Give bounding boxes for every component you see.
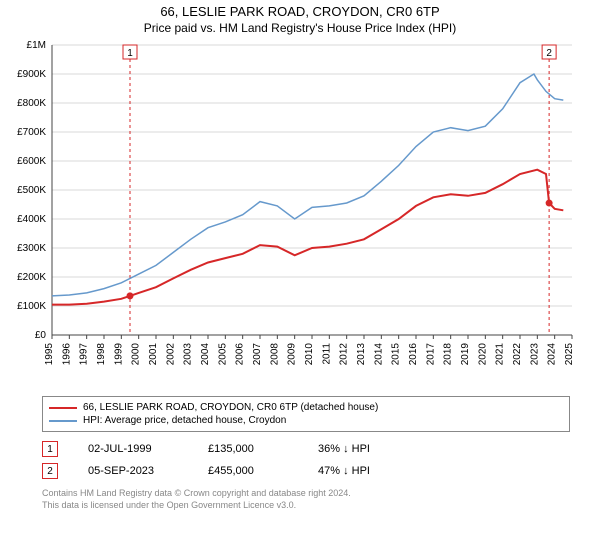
svg-text:2025: 2025 [564,343,575,366]
svg-text:£400K: £400K [17,214,46,225]
transaction-row: 1 02-JUL-1999 £135,000 36% ↓ HPI [42,438,570,460]
svg-text:2006: 2006 [235,343,246,366]
svg-text:1997: 1997 [79,343,90,366]
transaction-marker: 2 [42,463,58,479]
svg-text:2020: 2020 [477,343,488,366]
svg-text:2013: 2013 [356,343,367,366]
svg-text:£1M: £1M [27,40,46,51]
svg-text:£600K: £600K [17,156,46,167]
svg-text:£200K: £200K [17,272,46,283]
svg-text:2007: 2007 [252,343,263,366]
svg-text:£500K: £500K [17,185,46,196]
svg-text:1996: 1996 [61,343,72,366]
legend-item: HPI: Average price, detached house, Croy… [49,414,563,427]
svg-text:2000: 2000 [131,343,142,366]
footer-line1: Contains HM Land Registry data © Crown c… [42,488,570,500]
title-address: 66, LESLIE PARK ROAD, CROYDON, CR0 6TP [0,4,600,19]
svg-text:2002: 2002 [165,343,176,366]
svg-text:2001: 2001 [148,343,159,366]
legend-label: 66, LESLIE PARK ROAD, CROYDON, CR0 6TP (… [83,402,378,413]
transaction-date: 02-JUL-1999 [88,443,178,455]
svg-text:2008: 2008 [269,343,280,366]
svg-text:£700K: £700K [17,127,46,138]
svg-text:£0: £0 [35,330,47,341]
legend-label: HPI: Average price, detached house, Croy… [83,415,286,426]
svg-text:2010: 2010 [304,343,315,366]
svg-text:2009: 2009 [287,343,298,366]
legend-item: 66, LESLIE PARK ROAD, CROYDON, CR0 6TP (… [49,401,563,414]
transactions-table: 1 02-JUL-1999 £135,000 36% ↓ HPI 2 05-SEP-202… [42,438,570,482]
transaction-price: £135,000 [208,443,288,455]
svg-text:1995: 1995 [44,343,55,366]
transaction-pct: 47% ↓ HPI [318,465,408,477]
svg-text:2015: 2015 [391,343,402,366]
transaction-price: £455,000 [208,465,288,477]
svg-text:2004: 2004 [200,343,211,366]
svg-text:2005: 2005 [217,343,228,366]
transaction-row: 2 05-SEP-2023 £455,000 47% ↓ HPI [42,460,570,482]
svg-text:2012: 2012 [339,343,350,366]
svg-text:£300K: £300K [17,243,46,254]
svg-text:2017: 2017 [425,343,436,366]
svg-text:2019: 2019 [460,343,471,366]
transaction-date: 05-SEP-2023 [88,465,178,477]
svg-text:2014: 2014 [373,343,384,366]
svg-text:2016: 2016 [408,343,419,366]
svg-text:2011: 2011 [321,343,332,365]
chart-container: 66, LESLIE PARK ROAD, CROYDON, CR0 6TP P… [0,0,600,560]
svg-text:2023: 2023 [529,343,540,366]
svg-text:2024: 2024 [547,343,558,366]
svg-text:2021: 2021 [495,343,506,366]
svg-text:£800K: £800K [17,98,46,109]
price-chart: £0 £100K £200K £300K £400K £500K £600K £700K £80… [0,35,600,390]
legend-swatch [49,407,77,409]
transaction-pct: 36% ↓ HPI [318,443,408,455]
transaction-marker: 1 [42,441,58,457]
title-subtitle: Price paid vs. HM Land Registry's House … [0,21,600,35]
footer-line2: This data is licensed under the Open Gov… [42,500,570,512]
legend-swatch [49,420,77,422]
title-block: 66, LESLIE PARK ROAD, CROYDON, CR0 6TP P… [0,0,600,35]
svg-text:1999: 1999 [113,343,124,366]
svg-text:2: 2 [546,48,552,59]
svg-text:1998: 1998 [96,343,107,366]
svg-text:2018: 2018 [443,343,454,366]
svg-text:2022: 2022 [512,343,523,366]
svg-text:1: 1 [127,48,133,59]
footer-note: Contains HM Land Registry data © Crown c… [42,488,570,511]
svg-text:2003: 2003 [183,343,194,366]
svg-text:£100K: £100K [17,301,46,312]
svg-text:£900K: £900K [17,69,46,80]
legend-box: 66, LESLIE PARK ROAD, CROYDON, CR0 6TP (… [42,396,570,432]
